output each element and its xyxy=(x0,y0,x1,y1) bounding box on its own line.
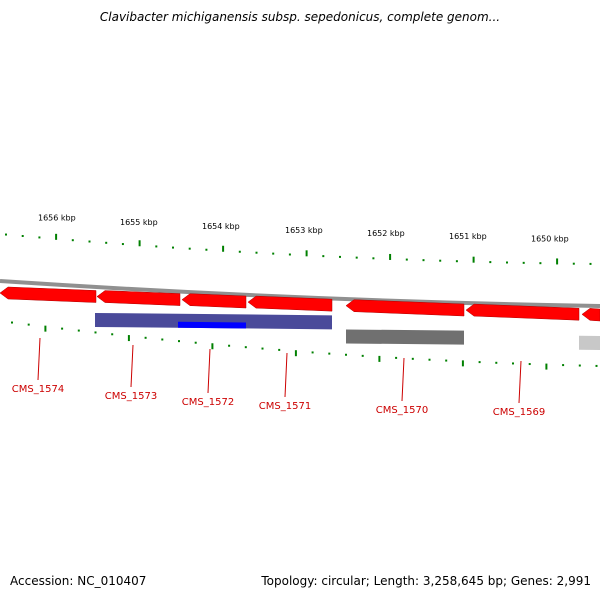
highlighted-gene-segment xyxy=(178,321,246,329)
gene-label: CMS_1574 xyxy=(12,384,64,395)
gene-label: CMS_1570 xyxy=(376,405,428,416)
kbp-scale: 1656 kbp 1655 kbp 1654 kbp 1653 kbp 1652 kbp… xyxy=(38,213,569,243)
kbp-label: 1655 kbp xyxy=(120,218,158,227)
reverse-gene-block xyxy=(95,312,332,330)
kbp-label: 1654 kbp xyxy=(202,222,240,231)
forward-gene-arrow xyxy=(181,293,247,309)
outer-tick-ring xyxy=(5,233,592,265)
kbp-label: 1656 kbp xyxy=(38,213,76,222)
gene-leader-line xyxy=(401,357,405,402)
gene-labels: CMS_1574 CMS_1573 CMS_1572 CMS_1571 CMS_1570… xyxy=(12,337,545,418)
kbp-label: 1652 kbp xyxy=(367,229,405,238)
genome-backbone xyxy=(0,279,600,308)
genome-summary-text: Topology: circular; Length: 3,258,645 bp… xyxy=(261,574,591,588)
reverse-gene-track xyxy=(95,312,600,350)
gene-label: CMS_1573 xyxy=(105,391,157,402)
forward-gene-arrow xyxy=(0,286,97,303)
map-title: Clavibacter michiganensis subsp. sepedon… xyxy=(99,10,501,24)
forward-gene-arrow xyxy=(247,295,333,312)
gene-leader-line xyxy=(207,348,211,394)
forward-gene-arrow xyxy=(345,299,465,317)
kbp-label: 1650 kbp xyxy=(531,234,569,243)
accession-text: Accession: NC_010407 xyxy=(10,574,147,588)
gene-leader-line xyxy=(130,344,134,388)
forward-gene-arrow xyxy=(581,308,600,322)
forward-gene-arrow xyxy=(465,303,580,321)
kbp-label: 1651 kbp xyxy=(449,232,487,241)
forward-gene-track xyxy=(0,286,600,322)
gene-label: CMS_1572 xyxy=(182,397,234,408)
gene-leader-line xyxy=(518,360,522,404)
gray-feature-block xyxy=(346,329,464,345)
forward-gene-arrow xyxy=(96,290,181,306)
gene-label: CMS_1569 xyxy=(493,407,545,418)
kbp-label: 1653 kbp xyxy=(285,226,323,235)
gene-label: CMS_1571 xyxy=(259,401,311,412)
gene-leader-line xyxy=(284,352,288,398)
inner-tick-ring xyxy=(11,321,598,370)
light-gray-feature-block xyxy=(579,335,600,350)
gene-leader-line xyxy=(37,337,41,381)
